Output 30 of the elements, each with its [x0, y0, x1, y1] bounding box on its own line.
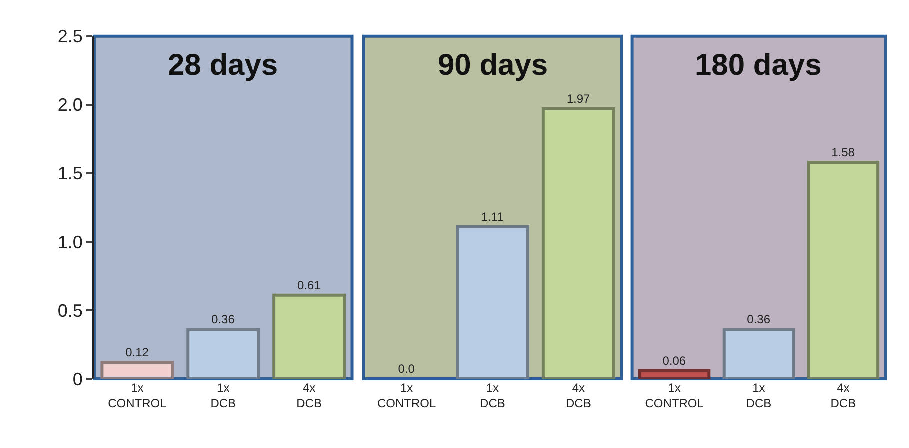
- y-tick-label: 2.5: [58, 26, 83, 47]
- data-label: 1.58: [832, 145, 856, 160]
- x-tick-label: 1x DCB: [480, 381, 506, 411]
- bar: [186, 328, 260, 380]
- y-tick-label: 1.5: [58, 164, 83, 184]
- y-tick-label: 2.0: [58, 95, 83, 116]
- chart-title: 90 days: [438, 49, 548, 82]
- data-label: 1.11: [481, 210, 504, 224]
- data-label: 0.36: [212, 312, 236, 327]
- x-tick-label: 1x CONTROL: [645, 381, 704, 411]
- data-label: 0.0: [398, 362, 416, 376]
- x-tick-label: 1x DCB: [746, 381, 772, 411]
- data-label: 0.12: [126, 346, 150, 360]
- x-tick-label: 1x CONTROL: [108, 381, 168, 411]
- x-tick-label: 1x CONTROL: [377, 381, 436, 411]
- x-tick-label: 4x DCB: [296, 381, 322, 411]
- x-tick-label: 4x DCB: [830, 381, 856, 411]
- data-label: 1.97: [566, 92, 591, 106]
- data-label: 0.36: [747, 312, 771, 327]
- chart-title: 28 days: [168, 49, 278, 82]
- data-label: 0.61: [297, 278, 322, 292]
- y-tick-label: 0: [72, 369, 83, 390]
- bar: [100, 361, 174, 380]
- x-tick-label: 1x DCB: [210, 381, 236, 411]
- y-tick-label: 0.5: [58, 300, 83, 321]
- y-tick-label: 1.0: [58, 232, 83, 252]
- bar: [272, 294, 346, 380]
- chart-title: 180 days: [695, 49, 822, 82]
- data-label: 0.06: [662, 354, 686, 368]
- x-tick-label: 4x DCB: [566, 381, 592, 411]
